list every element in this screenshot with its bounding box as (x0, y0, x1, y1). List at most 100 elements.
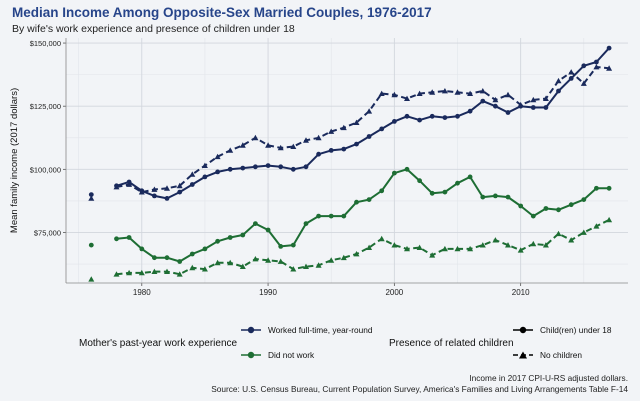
data-point (391, 242, 398, 248)
data-point (593, 64, 600, 70)
x-tick-label: 1980 (133, 288, 151, 297)
data-point (316, 213, 321, 219)
data-point (479, 242, 486, 248)
legend-item-full-time: Worked full-time, year-round (241, 325, 373, 335)
source-note: Income in 2017 CPI-U-RS adjusted dollars… (211, 373, 628, 395)
legend-marker-with-children (519, 326, 527, 334)
data-point (239, 263, 246, 269)
data-point (202, 246, 208, 252)
data-point (543, 206, 549, 211)
legend-marker-no-children (519, 351, 527, 359)
data-point (189, 251, 195, 257)
data-point (366, 134, 372, 139)
data-point (530, 105, 536, 110)
data-point (493, 193, 498, 199)
legend-marker-full-time (247, 326, 255, 334)
data-point (290, 143, 297, 149)
data-point (581, 63, 587, 69)
y-axis-label: Mean family income (2017 dollars) (9, 88, 20, 233)
data-point (442, 115, 448, 120)
data-point (392, 119, 397, 124)
data-point (328, 257, 335, 263)
data-point (568, 76, 574, 81)
legend-work-title: Mother's past-year work experience (79, 338, 238, 349)
x-tick-label: 1990 (259, 288, 277, 297)
data-point (290, 242, 296, 248)
data-point (606, 185, 612, 191)
data-point (278, 244, 284, 249)
data-point (278, 164, 284, 170)
series-layer (88, 45, 613, 282)
note-line-1: Income in 2017 CPI-U-RS adjusted dollars… (469, 373, 628, 383)
data-point (467, 245, 474, 252)
data-point (315, 262, 322, 268)
data-point (467, 90, 474, 96)
data-point (441, 88, 448, 94)
grid-lines (66, 38, 628, 283)
data-point (176, 182, 183, 189)
data-point (252, 256, 259, 262)
data-point (113, 184, 120, 190)
data-point (606, 65, 613, 71)
data-point (467, 174, 473, 180)
data-point (215, 169, 221, 175)
data-point (594, 185, 599, 191)
data-point (593, 223, 600, 229)
data-point (606, 216, 613, 223)
data-point (492, 96, 499, 103)
data-point (353, 119, 360, 125)
axes: 1980 1990 2000 2010 $75,000 $100,000 $125,000 $… (9, 38, 628, 297)
data-point (404, 95, 410, 101)
data-point (417, 178, 422, 184)
data-point (265, 257, 272, 263)
data-point (429, 252, 436, 258)
data-point (126, 235, 132, 240)
data-point (455, 180, 460, 186)
data-point (303, 164, 309, 170)
data-point (568, 69, 575, 75)
data-point (530, 213, 536, 219)
data-point (138, 189, 145, 195)
data-point (353, 251, 360, 257)
data-point (227, 147, 234, 153)
data-point (480, 194, 486, 200)
data-point (152, 255, 157, 261)
data-point (517, 101, 524, 108)
data-point (88, 192, 94, 198)
data-point (189, 182, 195, 187)
data-point (215, 238, 221, 244)
data-point (594, 59, 599, 65)
y-tick-label: $150,000 (30, 39, 61, 48)
data-point (555, 230, 562, 237)
legend-children-title: Presence of related children (389, 338, 514, 349)
data-point (354, 199, 359, 205)
data-point (442, 189, 448, 195)
data-point (556, 88, 561, 94)
data-point (581, 197, 587, 203)
data-point (354, 141, 359, 147)
data-point (303, 137, 309, 143)
data-point (340, 254, 347, 261)
data-point (277, 144, 284, 151)
legend: Mother's past-year work experience Worke… (79, 325, 612, 360)
data-point (88, 276, 95, 282)
data-point (214, 153, 221, 160)
data-point (303, 263, 309, 269)
data-point (88, 242, 94, 248)
data-point (542, 95, 549, 101)
data-point (265, 227, 271, 233)
data-point (290, 166, 296, 172)
data-point (518, 203, 524, 209)
data-point (404, 245, 410, 252)
data-point (366, 108, 373, 114)
y-tick-label: $125,000 (30, 102, 61, 111)
data-point (341, 213, 347, 219)
legend-marker-not-work (247, 351, 255, 359)
data-point (227, 259, 234, 266)
data-point (378, 235, 385, 242)
data-point (580, 229, 587, 235)
data-point (290, 266, 297, 272)
data-point (505, 91, 511, 98)
